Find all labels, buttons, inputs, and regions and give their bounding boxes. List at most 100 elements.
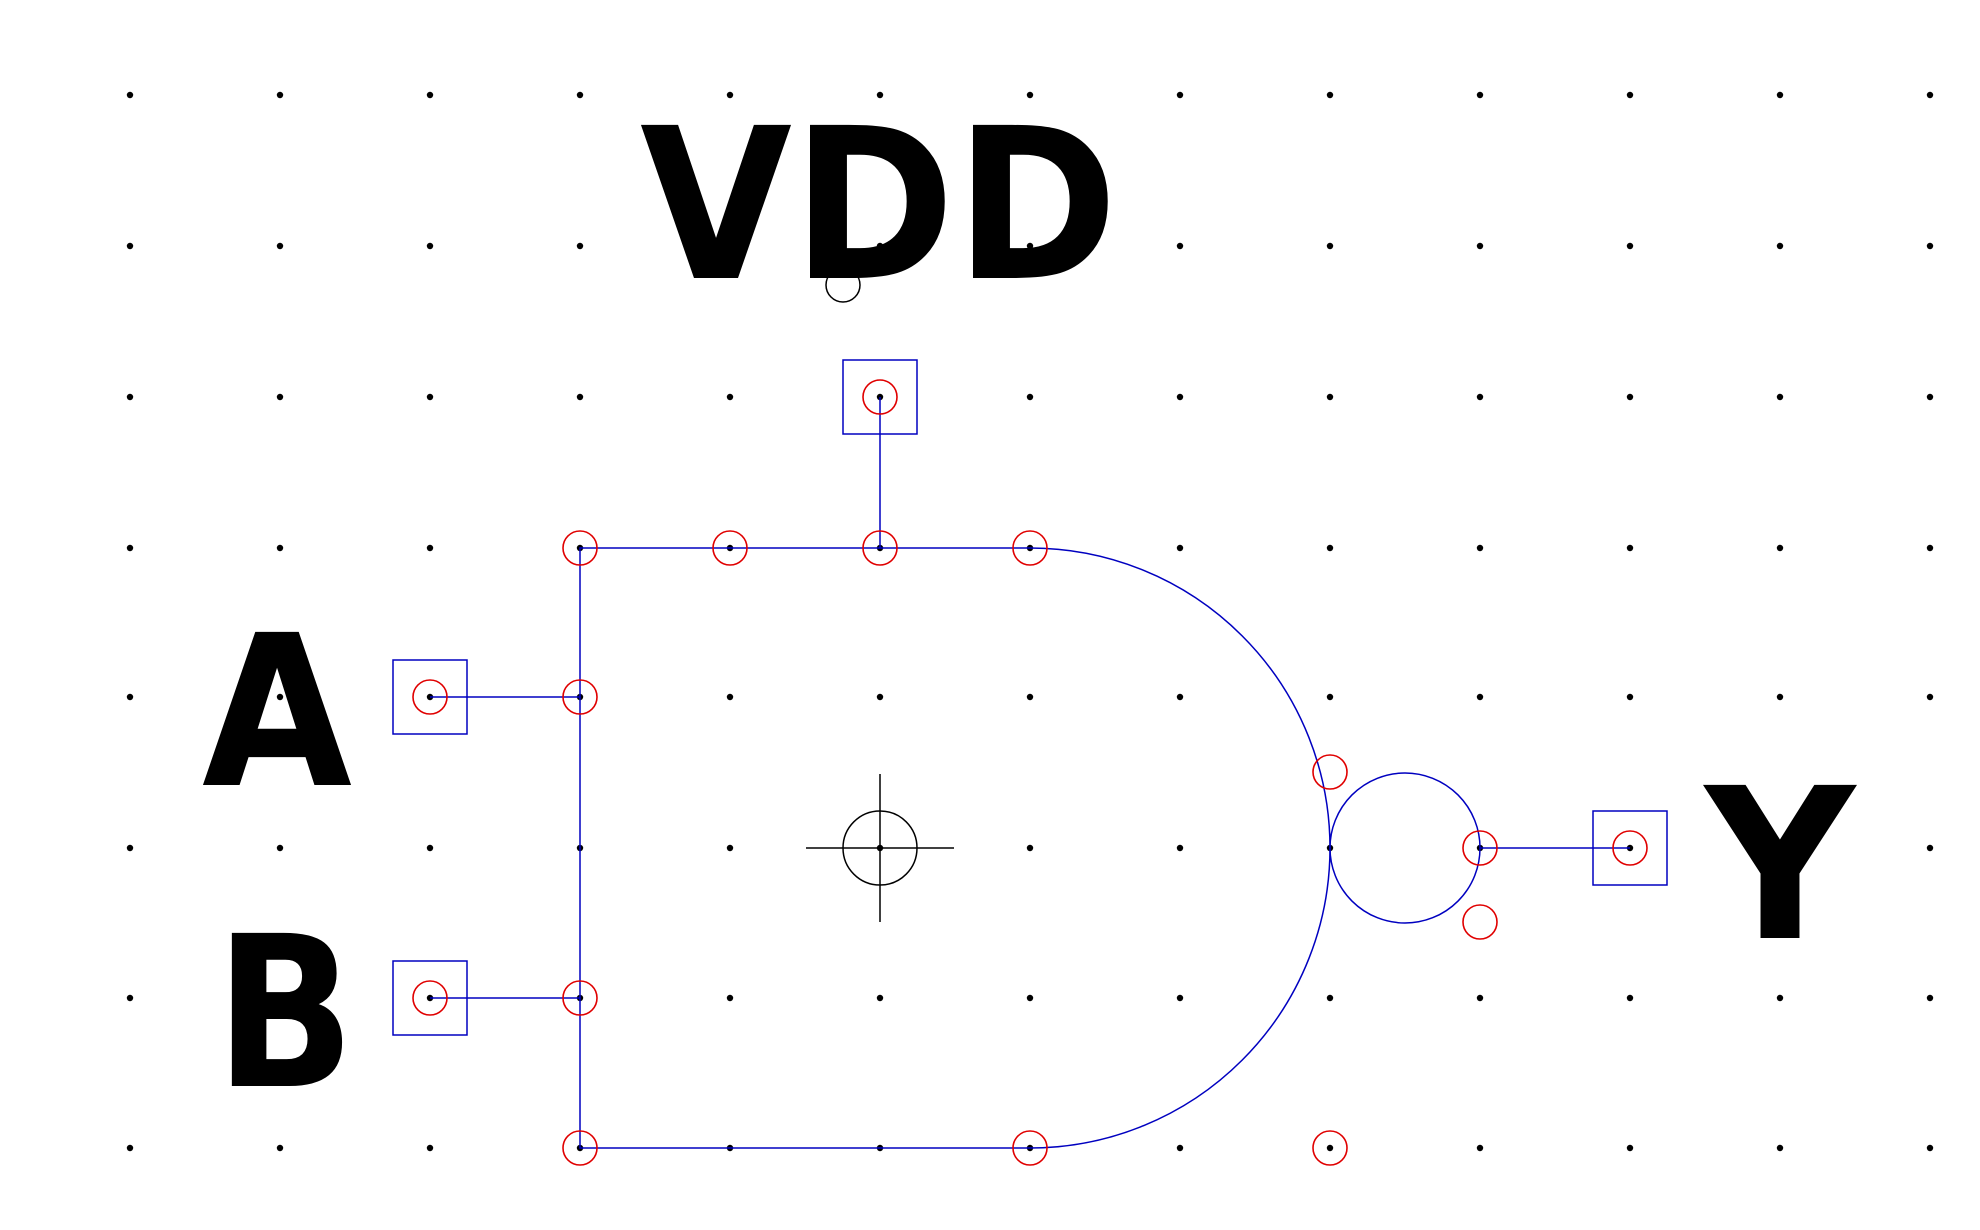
circle-marker-icon: [1612, 830, 1648, 866]
grid-dot: [1776, 844, 1784, 852]
grid-dot: [1926, 393, 1934, 401]
circle-marker-icon: [412, 980, 448, 1016]
grid-dot: [1626, 242, 1634, 250]
grid-dot: [126, 844, 134, 852]
pin-label-y: Y: [1702, 743, 1858, 988]
grid-dot: [1326, 91, 1334, 99]
grid-dot: [1176, 91, 1184, 99]
grid-dot: [426, 544, 434, 552]
grid-dot: [276, 544, 284, 552]
grid-dot: [576, 91, 584, 99]
grid-dot: [576, 393, 584, 401]
pin-y-square-pin-icon[interactable]: [1592, 810, 1668, 886]
grid-dot: [1176, 1144, 1184, 1152]
grid-dot: [1926, 242, 1934, 250]
grid-dot: [1176, 544, 1184, 552]
grid-dot: [126, 1144, 134, 1152]
grid-dot: [1026, 393, 1034, 401]
grid-dot: [126, 393, 134, 401]
grid-dot: [1476, 994, 1484, 1002]
grid-dot: [126, 693, 134, 701]
grid-dot: [1476, 91, 1484, 99]
pin-b-square-pin-icon[interactable]: [392, 960, 468, 1036]
inversion-bubble: [1329, 772, 1481, 924]
grid-dot: [1026, 844, 1034, 852]
grid-dot: [1026, 693, 1034, 701]
grid-dot: [1926, 693, 1934, 701]
grid-dot: [1326, 1144, 1334, 1152]
grid-dot: [876, 994, 884, 1002]
grid-dot: [276, 693, 284, 701]
grid-dot: [1626, 91, 1634, 99]
grid-dot: [1776, 242, 1784, 250]
label-anchor-circle-icon: [825, 267, 861, 303]
grid-dot: [1776, 91, 1784, 99]
grid-dot: [1926, 91, 1934, 99]
grid-dot: [726, 693, 734, 701]
grid-dot: [726, 393, 734, 401]
circle-marker-icon: [712, 530, 748, 566]
grid-dot: [1776, 544, 1784, 552]
connection-markers: [412, 379, 1648, 1166]
circle-marker-icon: [562, 1130, 598, 1166]
pin-a-square-pin-icon[interactable]: [392, 659, 468, 735]
grid-dot: [1026, 91, 1034, 99]
grid-dot: [276, 1144, 284, 1152]
grid-dot: [1326, 242, 1334, 250]
grid-dot: [726, 91, 734, 99]
grid-dot: [276, 994, 284, 1002]
grid-dot: [1926, 994, 1934, 1002]
pin-label-b: B: [215, 891, 355, 1136]
pin-vdd-square-pin-icon[interactable]: [842, 359, 918, 435]
grid-dot: [1476, 393, 1484, 401]
grid-dot: [426, 393, 434, 401]
grid-dot: [1176, 242, 1184, 250]
grid-dot: [1626, 544, 1634, 552]
grid-dot: [1476, 242, 1484, 250]
grid-dot: [126, 544, 134, 552]
grid-dot: [1776, 1144, 1784, 1152]
circle-marker-icon: [1462, 904, 1498, 940]
pin-boxes[interactable]: [392, 359, 1668, 1036]
circle-marker-icon: [562, 980, 598, 1016]
grid-dot: [1026, 242, 1034, 250]
circle-marker-icon: [862, 530, 898, 566]
grid-dots: [126, 91, 1934, 1152]
grid-dot: [1776, 693, 1784, 701]
gate-body-outline: [579, 547, 1331, 1149]
grid-dot: [126, 994, 134, 1002]
grid-dot: [1626, 1144, 1634, 1152]
grid-dot: [426, 1144, 434, 1152]
nand-gate-symbol[interactable]: [430, 397, 1630, 1149]
circle-marker-icon: [1012, 530, 1048, 566]
circle-marker-icon: [1462, 830, 1498, 866]
grid-dot: [876, 693, 884, 701]
grid-dot: [426, 242, 434, 250]
grid-dot: [1926, 844, 1934, 852]
circle-marker-icon: [1012, 1130, 1048, 1166]
circle-marker-icon: [862, 379, 898, 415]
grid-dot: [1176, 693, 1184, 701]
grid-dot: [1176, 844, 1184, 852]
grid-dot: [1326, 544, 1334, 552]
grid-dot: [726, 844, 734, 852]
grid-dot: [1926, 544, 1934, 552]
grid-dot: [426, 91, 434, 99]
pin-label-vdd: VDD: [640, 83, 1118, 328]
grid-dot: [1626, 994, 1634, 1002]
grid-dot: [1476, 693, 1484, 701]
grid-dot: [126, 242, 134, 250]
grid-dot: [876, 91, 884, 99]
grid-dot: [276, 844, 284, 852]
grid-dot: [1176, 994, 1184, 1002]
grid-dot: [276, 242, 284, 250]
circle-marker-icon: [412, 679, 448, 715]
grid-dot: [726, 242, 734, 250]
grid-dot: [1776, 994, 1784, 1002]
pin-label-a: A: [202, 590, 352, 835]
grid-dot: [1476, 1144, 1484, 1152]
circle-marker-icon: [562, 679, 598, 715]
grid-dot: [1626, 693, 1634, 701]
crosshair-icon: [806, 774, 954, 922]
